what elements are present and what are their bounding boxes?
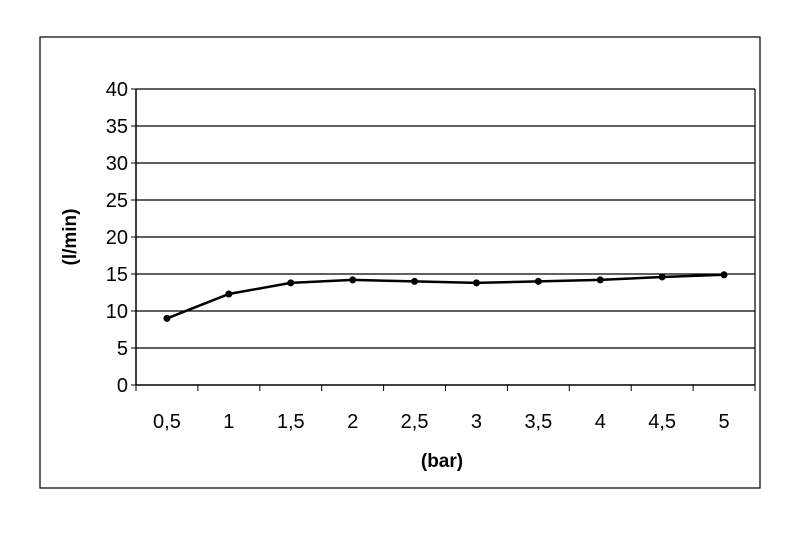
- x-tick-label: 2: [347, 411, 358, 433]
- x-tick-label: 2,5: [401, 411, 429, 433]
- chart-border: [39, 36, 761, 489]
- y-tick-label: 25: [106, 190, 128, 212]
- y-tick-label: 10: [106, 301, 128, 323]
- y-tick-label: 35: [106, 116, 128, 138]
- data-point: [472, 279, 480, 287]
- y-tick-label: 40: [106, 79, 128, 101]
- data-point: [534, 277, 542, 285]
- data-point: [720, 271, 728, 279]
- data-point: [411, 277, 419, 285]
- data-point: [596, 276, 604, 284]
- x-tick-label: 1,5: [277, 411, 305, 433]
- data-point: [225, 290, 233, 298]
- x-tick-label: 5: [718, 411, 729, 433]
- data-point: [287, 279, 295, 287]
- series-line: [166, 273, 725, 320]
- x-tick-label: 4: [595, 411, 606, 433]
- y-tick-label: 20: [106, 227, 128, 249]
- x-tick-label: 3: [471, 411, 482, 433]
- y-axis-label: (l/min): [60, 209, 81, 266]
- x-tick-label: 0,5: [153, 411, 181, 433]
- data-point: [349, 276, 357, 284]
- data-point: [163, 314, 171, 322]
- data-point: [658, 273, 666, 281]
- y-tick-label: 15: [106, 264, 128, 286]
- x-tick-label: 3,5: [524, 411, 552, 433]
- y-tick-label: 0: [117, 375, 128, 397]
- x-axis-label: (bar): [421, 451, 463, 472]
- x-tick-label: 1: [223, 411, 234, 433]
- y-tick-label: 30: [106, 153, 128, 175]
- y-tick-label: 5: [117, 338, 128, 360]
- x-tick-label: 4,5: [648, 411, 676, 433]
